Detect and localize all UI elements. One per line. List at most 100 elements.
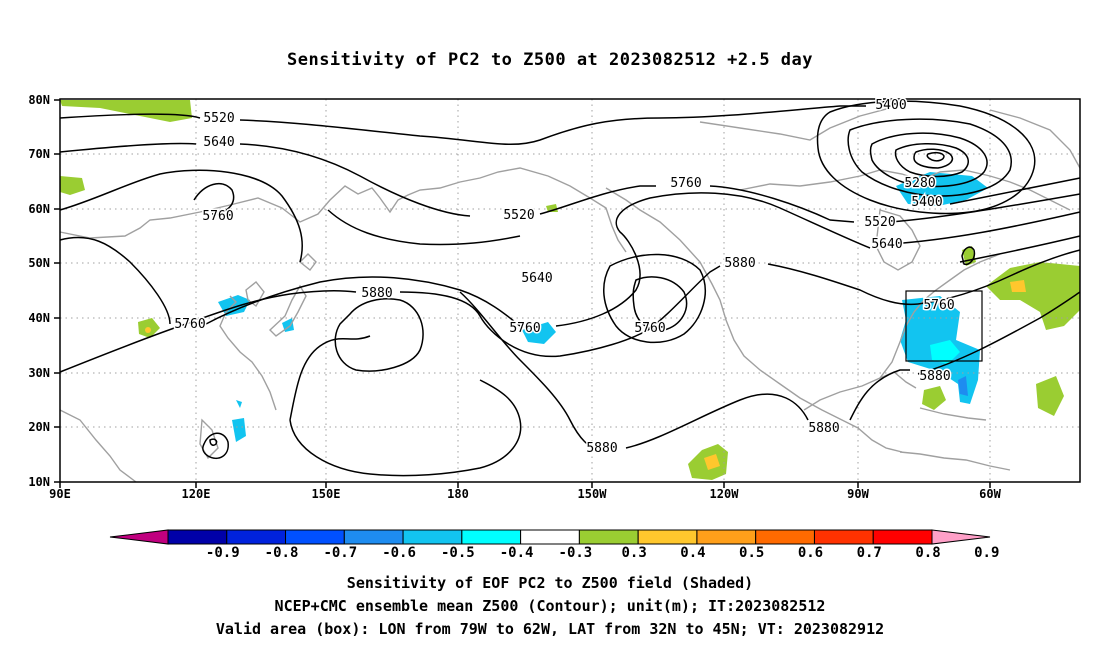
contour-label: 5760 <box>923 298 954 313</box>
contour-label: 5400 <box>875 98 906 113</box>
colorbar-box <box>167 529 228 545</box>
caption-shading: Sensitivity of EOF PC2 to Z500 field (Sh… <box>346 574 754 592</box>
contour-label: 5520 <box>503 208 534 223</box>
colorbar-label: -0.5 <box>441 545 475 561</box>
colorbar <box>109 529 991 545</box>
colorbar-box <box>696 529 757 545</box>
colorbar-label: -0.4 <box>500 545 534 561</box>
coastline-east-us <box>879 253 1001 379</box>
contour-line <box>847 118 1012 197</box>
coastline-philippines <box>199 418 219 460</box>
contour-line <box>59 105 866 146</box>
coastline-caribbean <box>919 407 987 421</box>
sensitivity-shading <box>60 100 1080 480</box>
coastline-japan-north <box>298 253 317 271</box>
shade-negative-patch <box>896 172 988 206</box>
contour-label: 5400 <box>911 195 942 210</box>
lon-label: 180 <box>447 487 469 501</box>
colorbar-max-triangle <box>931 529 991 545</box>
contour-line <box>59 142 855 223</box>
lat-label: 10N <box>28 475 50 489</box>
contour-line <box>926 151 945 162</box>
contour-line <box>59 236 171 325</box>
contour-label: 5640 <box>871 237 902 252</box>
lat-label: 60N <box>28 202 50 216</box>
coastline-gulf <box>803 371 917 411</box>
shade-positive-patch <box>60 176 85 195</box>
contour-line <box>889 193 1081 223</box>
colorbar-box <box>755 529 815 545</box>
colorbar-label: 0.8 <box>915 545 940 561</box>
contour-line <box>59 169 521 263</box>
shade-positive-patch <box>704 454 720 470</box>
coastline-north-america <box>605 187 903 453</box>
contour-label: 5520 <box>203 111 234 126</box>
lon-label: 90E <box>49 487 71 501</box>
contour-line <box>205 192 871 327</box>
z500-contours <box>59 100 1081 477</box>
contour-label: 5880 <box>361 286 392 301</box>
contour-line <box>917 249 1081 305</box>
contour-label: 5760 <box>202 209 233 224</box>
contour-labels: 5400 5280 5400 5520 5640 5520 5640 5760 5760 5520… <box>173 97 956 458</box>
contour-label: 5280 <box>904 176 935 191</box>
map-frame <box>59 98 1081 483</box>
shade-negative-patch <box>236 400 242 408</box>
shade-negative-patch <box>218 295 250 316</box>
lon-label: 150W <box>578 487 608 501</box>
colorbar-box <box>285 529 345 545</box>
colorbar-label: -0.3 <box>559 545 593 561</box>
lat-label: 20N <box>28 420 50 434</box>
colorbar-min-triangle <box>109 529 169 545</box>
colorbar-box <box>813 529 874 545</box>
coastline-alaska <box>547 175 627 253</box>
contour-line <box>889 211 1081 245</box>
coastline-asia <box>59 167 549 239</box>
colorbar-box <box>520 529 580 545</box>
contour-line <box>894 143 969 178</box>
valid-area-box <box>905 290 983 362</box>
lon-label: 90W <box>847 487 869 501</box>
contour-line <box>632 276 688 331</box>
colorbar-label: -0.6 <box>382 545 416 561</box>
coastline-korea <box>245 281 265 308</box>
colorbar-label: 0.3 <box>622 545 647 561</box>
colorbar-box <box>872 529 933 545</box>
colorbar-label: 0.6 <box>798 545 823 561</box>
contour-line <box>209 438 218 446</box>
coastline-indochina <box>59 409 137 483</box>
colorbar-box <box>461 529 522 545</box>
colorbar-labels: -0.9 -0.8 -0.7 -0.6 -0.5 -0.4 -0.3 0.3 0.4 0.5 0.6… <box>206 545 1000 561</box>
shade-positive-patch <box>986 262 1080 330</box>
figure-title: Sensitivity of PC2 to Z500 at 2023082512… <box>286 50 813 70</box>
contour-label: 5520 <box>864 215 895 230</box>
shade-positive-patch <box>922 386 946 410</box>
shade-negative-patch <box>930 340 960 364</box>
contour-label: 5760 <box>670 176 701 191</box>
colorbar-label: -0.8 <box>265 545 299 561</box>
shade-negative-patch <box>282 318 294 332</box>
coastline-south-america <box>899 451 1011 471</box>
shade-positive-patch <box>145 327 151 333</box>
colorbar-label: 0.5 <box>739 545 764 561</box>
lat-label: 70N <box>28 147 50 161</box>
contour-line <box>289 291 910 449</box>
contour-line <box>913 148 954 169</box>
colorbar-label: 0.7 <box>857 545 882 561</box>
lat-label: 40N <box>28 311 50 325</box>
shade-positive-patch <box>1010 280 1026 292</box>
contour-line <box>917 291 1081 375</box>
lat-label: 30N <box>28 366 50 380</box>
caption-contour: NCEP+CMC ensemble mean Z500 (Contour); u… <box>274 597 826 615</box>
lon-label: 60W <box>979 487 1001 501</box>
lon-label: 150E <box>312 487 341 501</box>
lon-label: 120E <box>182 487 211 501</box>
coastline-japan <box>268 284 307 337</box>
shade-positive-patch <box>1036 376 1064 416</box>
coastline-asia-east <box>219 295 277 411</box>
colorbar-box <box>578 529 639 545</box>
contour-label: 5640 <box>203 135 234 150</box>
lat-lon-grid <box>60 99 1080 482</box>
contour-line <box>961 246 976 266</box>
